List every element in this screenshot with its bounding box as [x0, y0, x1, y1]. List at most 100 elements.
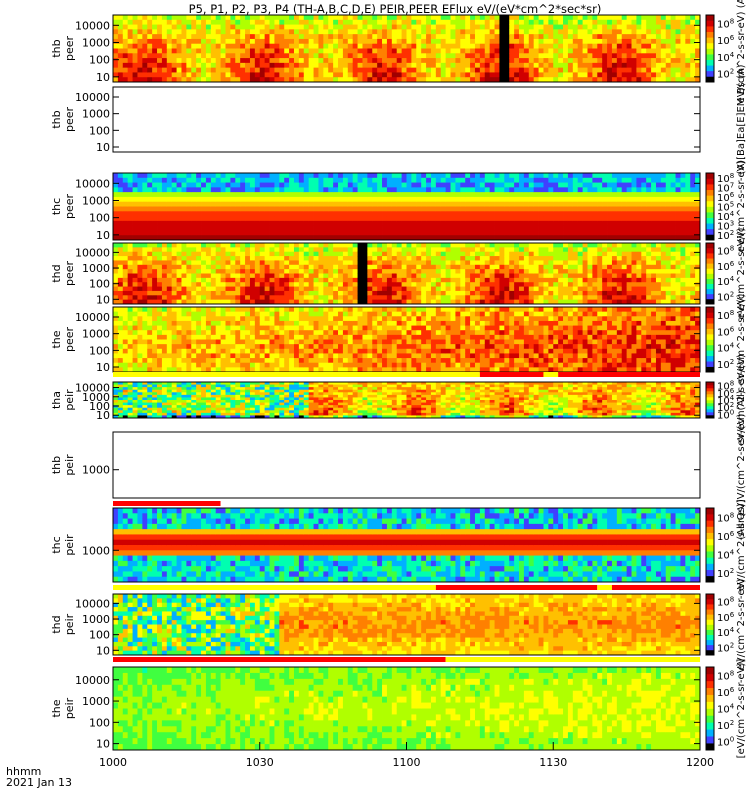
heatmap-cell	[254, 182, 261, 188]
heatmap-cell	[636, 295, 642, 301]
heatmap-cell	[279, 220, 285, 227]
heatmap-cell	[665, 230, 672, 236]
heatmap-cell	[621, 173, 628, 179]
heatmap-cell	[621, 48, 628, 54]
heatmap-cell	[122, 290, 129, 296]
heatmap-cell	[113, 201, 119, 207]
heatmap-cell	[680, 15, 686, 21]
heatmap-cell	[205, 43, 212, 49]
heatmap-cell	[660, 19, 667, 25]
heatmap-cell	[543, 206, 549, 212]
heatmap-cell	[352, 58, 358, 64]
heatmap-cell	[567, 211, 574, 217]
heatmap-cell	[357, 299, 363, 305]
heatmap-cell	[611, 196, 618, 203]
heatmap-cell	[426, 225, 432, 231]
colorbar-tick-label: 102	[717, 68, 734, 81]
heatmap-cell	[338, 216, 344, 222]
heatmap-cell	[342, 34, 349, 40]
heatmap-cell	[509, 29, 515, 35]
heatmap-cell	[386, 286, 393, 292]
heatmap-cell	[660, 38, 667, 45]
heatmap-cell	[323, 269, 329, 274]
heatmap-cell	[117, 225, 124, 231]
heatmap-cell	[484, 43, 491, 49]
heatmap-cell	[338, 256, 344, 261]
heatmap-cell	[396, 286, 403, 292]
heatmap-cell	[655, 220, 662, 227]
heatmap-cell	[597, 269, 603, 274]
heatmap-cell	[313, 38, 319, 45]
heatmap-cell	[592, 182, 598, 188]
heatmap-cell	[318, 77, 324, 83]
heatmap-cell	[377, 243, 383, 248]
heatmap-cell	[117, 286, 124, 292]
heatmap-cell	[504, 38, 510, 45]
heatmap-cell	[274, 216, 280, 222]
heatmap-cell	[225, 72, 231, 78]
heatmap-cell	[274, 201, 280, 207]
heatmap-cell	[328, 29, 334, 35]
heatmap-cell	[293, 38, 300, 45]
heatmap-cell	[396, 72, 403, 78]
heatmap-cell	[289, 235, 295, 241]
heatmap-cell	[592, 77, 598, 83]
heatmap-cell	[435, 220, 442, 227]
heatmap-cell	[396, 243, 403, 248]
heatmap-cell	[567, 230, 574, 236]
heatmap-cell	[504, 206, 510, 212]
heatmap-cell	[416, 24, 422, 30]
heatmap-cell	[215, 48, 222, 54]
heatmap-cell	[196, 201, 202, 207]
heatmap-cell	[249, 196, 256, 203]
colorbar-tick-label: 104	[717, 51, 735, 64]
heatmap-cell	[611, 277, 618, 283]
heatmap-cell	[440, 19, 447, 25]
heatmap-cell	[347, 72, 354, 78]
heatmap-cell	[176, 43, 182, 49]
heatmap-cell	[298, 211, 305, 217]
heatmap-cell	[484, 264, 491, 270]
heatmap-cell	[264, 24, 270, 30]
heatmap-cell	[670, 53, 676, 59]
heatmap-cell	[205, 62, 212, 69]
heatmap-cell	[328, 256, 334, 261]
heatmap-cell	[499, 24, 505, 30]
heatmap-cell	[259, 260, 266, 266]
heatmap-cell	[538, 196, 544, 203]
heatmap-cell	[171, 243, 177, 248]
heatmap-cell	[401, 173, 407, 179]
heatmap-cell	[587, 247, 593, 253]
heatmap-cell	[161, 295, 168, 301]
heatmap-cell	[357, 216, 363, 222]
heatmap-cell	[421, 77, 427, 83]
heatmap-cell	[264, 173, 270, 179]
heatmap-cell	[665, 77, 672, 83]
heatmap-cell	[611, 260, 618, 266]
heatmap-cell	[558, 177, 564, 183]
heatmap-cell	[303, 53, 310, 59]
heatmap-cell	[406, 24, 412, 30]
heatmap-cell	[357, 201, 363, 207]
heatmap-cell	[391, 29, 398, 35]
heatmap-cell	[523, 67, 530, 73]
heatmap-cell	[117, 251, 124, 257]
heatmap-cell	[245, 72, 251, 78]
heatmap-cell	[543, 62, 549, 69]
heatmap-cell	[333, 247, 339, 253]
heatmap-cell	[122, 247, 129, 253]
heatmap-cell	[558, 230, 564, 236]
heatmap-cell	[489, 38, 495, 45]
heatmap-cell	[347, 256, 354, 261]
heatmap-cell	[655, 192, 662, 198]
heatmap-cell	[362, 295, 368, 301]
heatmap-cell	[186, 34, 192, 40]
heatmap-cell	[494, 299, 500, 305]
heatmap-cell	[572, 243, 579, 248]
heatmap-cell	[435, 38, 442, 45]
heatmap-cell	[323, 211, 329, 217]
heatmap-cell	[274, 260, 280, 266]
heatmap-cell	[450, 251, 456, 257]
heatmap-cell	[421, 182, 427, 188]
heatmap-cell	[186, 211, 192, 217]
